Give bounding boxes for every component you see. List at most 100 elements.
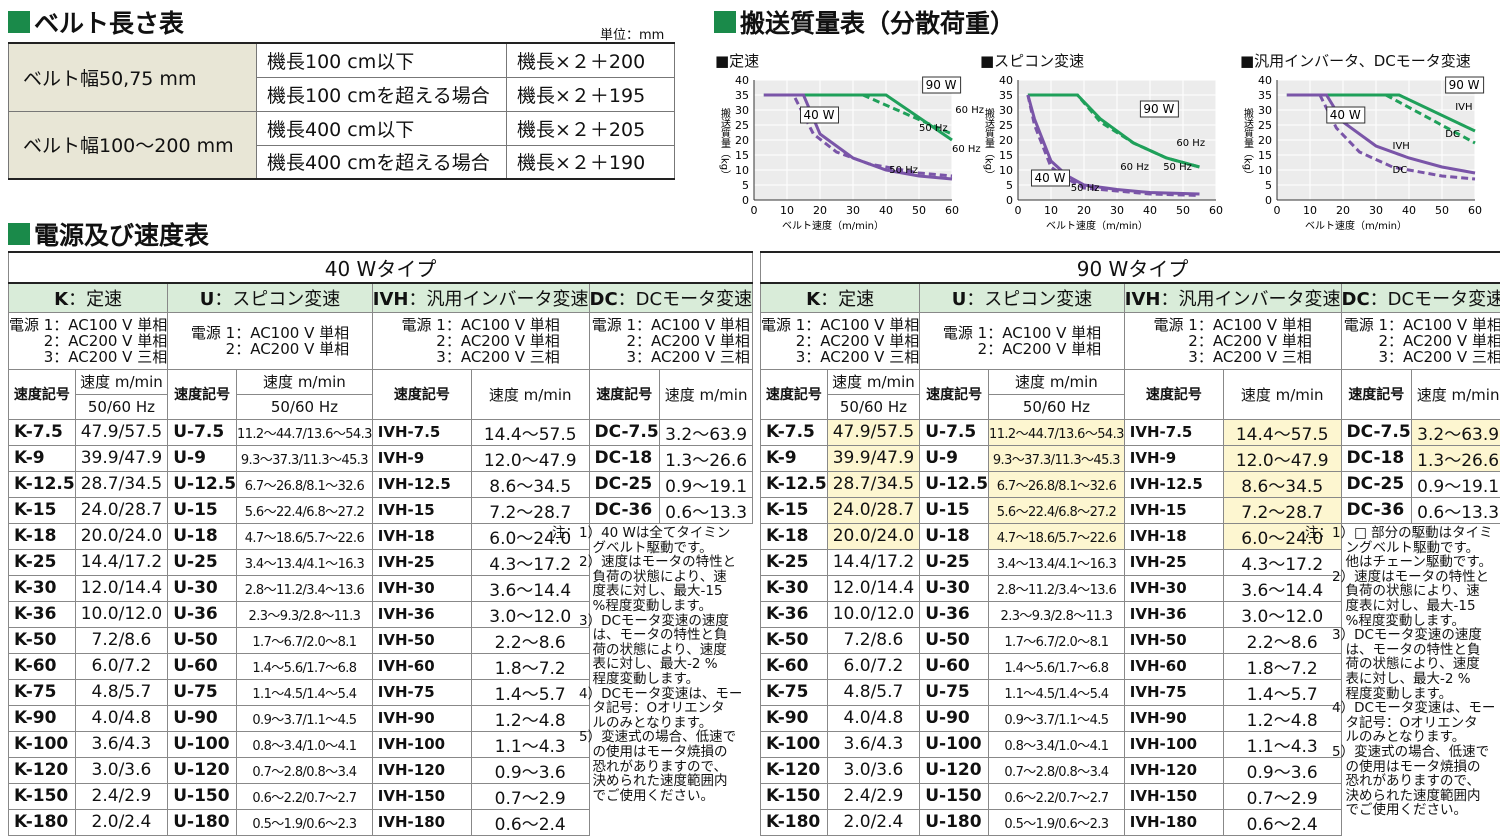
square-icon	[8, 11, 30, 33]
series-label: 60 Hz	[1120, 162, 1149, 173]
group-name: ：汎用インバータ変速	[1161, 289, 1341, 310]
k-speed: 3.0/3.6	[75, 757, 168, 783]
group-name: ：スピコン変速	[966, 289, 1092, 310]
x-tick-label: 30	[1110, 204, 1124, 217]
u-speed: 1.1～4.5/1.4～5.4	[989, 679, 1125, 705]
u-speed: 1.7～6.7/2.0～8.1	[989, 627, 1125, 653]
u-code: U-30	[168, 575, 237, 601]
series-label: 50 Hz	[1163, 162, 1192, 173]
x-axis-label: ベルト速度（m/min）	[1305, 219, 1407, 232]
series-label: 40 W	[1035, 171, 1066, 185]
k-speed: 6.0/7.2	[827, 653, 920, 679]
k-speed: 39.9/47.9	[75, 445, 168, 471]
series-label: IVH	[1393, 141, 1410, 152]
power-row: 電源 1：AC100 V 単相 2：AC200 V 単相 3：AC200 V 三…	[9, 312, 753, 369]
k-speed: 20.0/24.0	[75, 523, 168, 549]
x-tick-label: 10	[1044, 204, 1058, 217]
series-label: DC	[1393, 165, 1408, 176]
k-speed: 4.0/4.8	[827, 705, 920, 731]
ivh-code: IVH-120	[372, 757, 471, 783]
u-code: U-90	[168, 705, 237, 731]
group-name: ：定速	[820, 289, 874, 310]
x-tick-label: 30	[846, 204, 860, 217]
u-speed: 0.8～3.4/1.0～4.1	[989, 731, 1125, 757]
ivh-code: IVH-150	[372, 783, 471, 809]
square-icon	[8, 223, 30, 245]
u-speed: 0.5～1.9/0.6～2.3	[237, 809, 373, 835]
power-cell: 電源 1：AC100 V 単相 2：AC200 V 単相 3：AC200 V 三…	[761, 312, 920, 369]
speed-code-header: 速度記号	[920, 369, 989, 419]
u-speed: 0.8～3.4/1.0～4.1	[237, 731, 373, 757]
series-label: 40 W	[804, 108, 835, 122]
speed-code-header: 速度記号	[372, 369, 471, 419]
x-tick-label: 0	[1274, 204, 1281, 217]
series-label: 40 W	[1330, 108, 1361, 122]
y-tick-label: 40	[1258, 74, 1272, 87]
dc-speed: 1.3～26.6	[660, 445, 753, 471]
u-speed: 1.4～5.6/1.7～6.8	[989, 653, 1125, 679]
k-code: K-36	[9, 601, 76, 627]
x-tick-label: 60	[945, 204, 959, 217]
x-tick-label: 50	[1435, 204, 1449, 217]
y-tick-label: 40	[999, 74, 1013, 87]
u-code: U-180	[168, 809, 237, 835]
y-tick-label: 40	[735, 74, 749, 87]
k-code: K-15	[761, 497, 828, 523]
k-speed: 7.2/8.6	[827, 627, 920, 653]
y-axis-label: 搬送質量（kg）	[1242, 107, 1254, 180]
group-name: ：DCモータ変速	[618, 289, 752, 310]
u-code: U-75	[168, 679, 237, 705]
ivh-speed: 0.6～2.4	[471, 809, 589, 835]
x-tick-label: 20	[813, 204, 827, 217]
ivh-code: IVH-120	[1124, 757, 1223, 783]
y-tick-label: 20	[1258, 134, 1272, 147]
ivh-code: IVH-25	[1124, 549, 1223, 575]
power-text: 電源 1：AC100 V 単相 2：AC200 V 単相 3：AC200 V 三…	[1344, 317, 1500, 365]
speed-header: 速度 m/min	[471, 369, 589, 419]
x-tick-label: 20	[1077, 204, 1091, 217]
ivh-code: IVH-7.5	[1124, 419, 1223, 445]
ivh-speed: 12.0～47.9	[1223, 445, 1341, 471]
speed-code-header: 速度記号	[589, 369, 660, 419]
y-tick-label: 25	[999, 119, 1013, 132]
k-code: K-9	[9, 445, 76, 471]
ivh-speed: 14.4～57.5	[1223, 419, 1341, 445]
series-label: DC	[1445, 129, 1460, 140]
k-code: K-180	[9, 809, 76, 835]
dc-speed: 0.6～13.3	[1412, 497, 1500, 523]
u-code: U-36	[920, 601, 989, 627]
x-tick-label: 50	[1176, 204, 1190, 217]
group-name: ：汎用インバータ変速	[409, 289, 589, 310]
k-speed: 10.0/12.0	[827, 601, 920, 627]
belt-formula-cell: 機長×２＋200	[507, 43, 675, 77]
table-title: 90 Wタイプ	[761, 252, 1500, 283]
k-code: K-15	[9, 497, 76, 523]
group-header: K：定速	[9, 283, 168, 312]
belt-formula-cell: 機長×２＋195	[507, 77, 675, 111]
k-code: K-60	[761, 653, 828, 679]
table-title-row: 40 Wタイプ	[9, 252, 753, 283]
group-header: DC：DCモータ変速	[1341, 283, 1500, 312]
ivh-speed: 14.4～57.5	[471, 419, 589, 445]
group-code: IVH	[1125, 289, 1161, 310]
u-code: U-9	[168, 445, 237, 471]
k-speed: 2.0/2.4	[827, 809, 920, 835]
dc-speed: 0.6～13.3	[660, 497, 753, 523]
belt-formula-cell: 機長×２＋205	[507, 111, 675, 145]
x-tick-label: 10	[780, 204, 794, 217]
group-code: DC	[1342, 289, 1370, 310]
group-code: IVH	[373, 289, 409, 310]
y-tick-label: 20	[999, 134, 1013, 147]
u-speed: 5.6～22.4/6.8～27.2	[237, 497, 373, 523]
ivh-code: IVH-25	[372, 549, 471, 575]
u-code: U-60	[920, 653, 989, 679]
group-header: IVH：汎用インバータ変速	[1124, 283, 1341, 312]
u-code: U-7.5	[920, 419, 989, 445]
power-cell: 電源 1：AC100 V 単相 2：AC200 V 単相 3：AC200 V 三…	[589, 312, 753, 369]
